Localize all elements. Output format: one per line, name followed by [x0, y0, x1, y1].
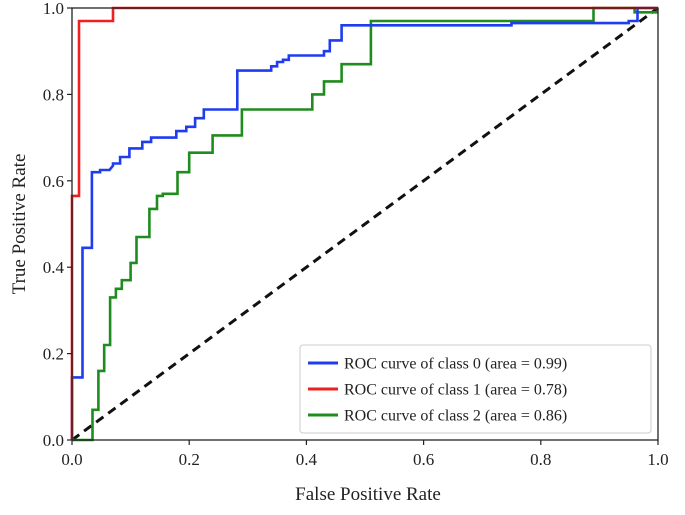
x-tick-label: 1.0 — [647, 450, 668, 469]
x-tick-label: 0.8 — [530, 450, 551, 469]
legend-box — [299, 344, 652, 434]
x-tick-label: 0.6 — [413, 450, 434, 469]
x-tick-label: 0.4 — [296, 450, 318, 469]
x-axis-title: False Positive Rate — [295, 484, 441, 505]
ticks-layer: 0.0 0.2 0.4 0.6 0.8 1.0 0.0 0.2 0.4 0.6 0.8 1.0 — [43, 0, 669, 469]
y-axis-title: True Positive Rate — [9, 154, 30, 295]
legend: ROC curve of class 0 (area = 0.99) ROC cu… — [299, 344, 652, 434]
chance-diagonal-line — [71, 6, 659, 442]
y-tick-label: 0.0 — [43, 431, 64, 450]
y-tick-label: 0.4 — [43, 258, 65, 277]
y-tick-label: 0.8 — [43, 85, 64, 104]
legend-label-class-2: ROC curve of class 2 (area = 0.86) — [344, 408, 567, 425]
legend-label-class-1: ROC curve of class 1 (area = 0.78) — [344, 382, 567, 399]
x-tick-label: 0.2 — [179, 450, 200, 469]
series-line-class-0 — [70, 6, 658, 440]
legend-label-class-0: ROC curve of class 0 (area = 0.99) — [344, 356, 567, 373]
x-tick-label: 0.0 — [61, 450, 82, 469]
y-tick-label: 1.0 — [43, 0, 64, 18]
plot-frame — [71, 7, 659, 441]
y-tick-label: 0.2 — [43, 345, 64, 364]
y-tick-label: 0.6 — [43, 172, 64, 191]
series-line-class-2 — [72, 6, 658, 442]
